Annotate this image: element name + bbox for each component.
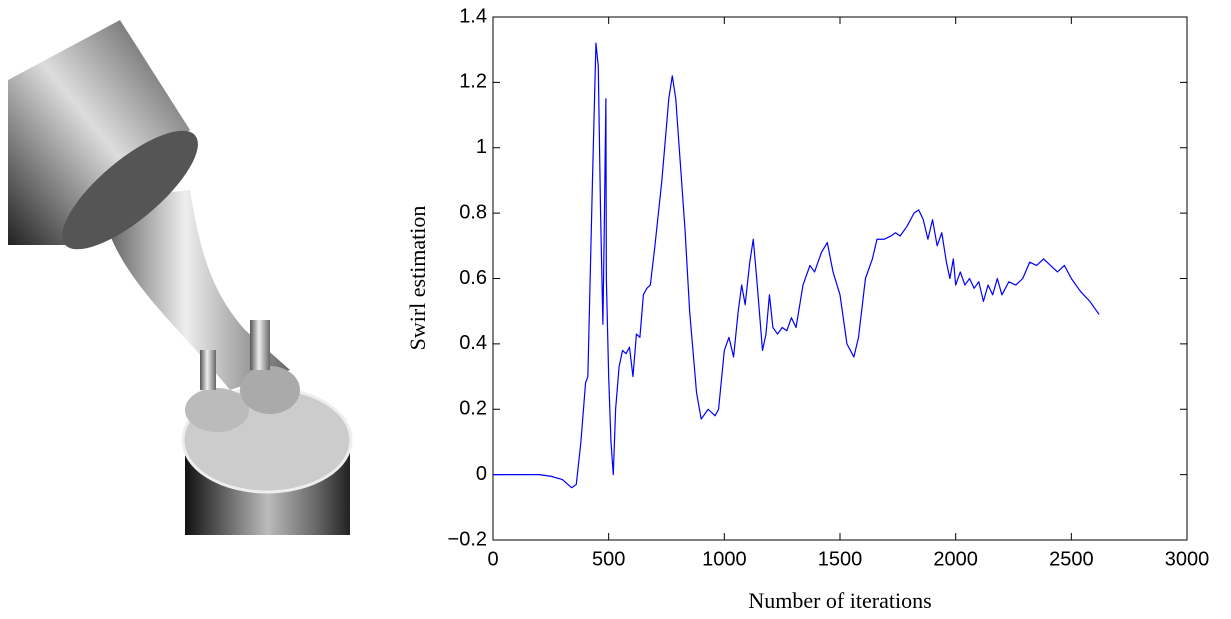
x-tick-label: 1000: [702, 548, 747, 570]
x-tick-label: 1500: [818, 548, 863, 570]
valve-stem: [200, 350, 216, 390]
valve-port: [185, 388, 249, 432]
y-tick-label: 1.2: [459, 71, 487, 93]
y-axis-label: Swirl estimation: [405, 206, 430, 351]
x-axis-label: Number of iterations: [748, 588, 931, 613]
plenum-pipe: [8, 20, 190, 245]
intake-runner: [100, 190, 290, 390]
y-tick-label: 0.4: [459, 332, 487, 354]
x-tick-label: 0: [487, 548, 498, 570]
y-tick-label: 1.4: [459, 5, 487, 27]
y-tick-label: −0.2: [448, 528, 487, 550]
y-tick-label: 0.2: [459, 398, 487, 420]
x-tick-label: 2500: [1049, 548, 1094, 570]
data-line: [493, 42, 1100, 489]
engine-render: [8, 20, 353, 535]
x-tick-label: 3000: [1165, 548, 1210, 570]
valve-stem: [250, 320, 270, 370]
y-tick-label: 0.8: [459, 201, 487, 223]
x-tick-label: 2000: [933, 548, 978, 570]
y-tick-label: 0: [476, 463, 487, 485]
pipe-end: [62, 130, 198, 250]
axes-box: [492, 16, 1188, 541]
y-tick-label: 1: [476, 136, 487, 158]
y-tick-label: 0.6: [459, 267, 487, 289]
valve-port: [240, 366, 300, 414]
x-tick-label: 500: [592, 548, 625, 570]
